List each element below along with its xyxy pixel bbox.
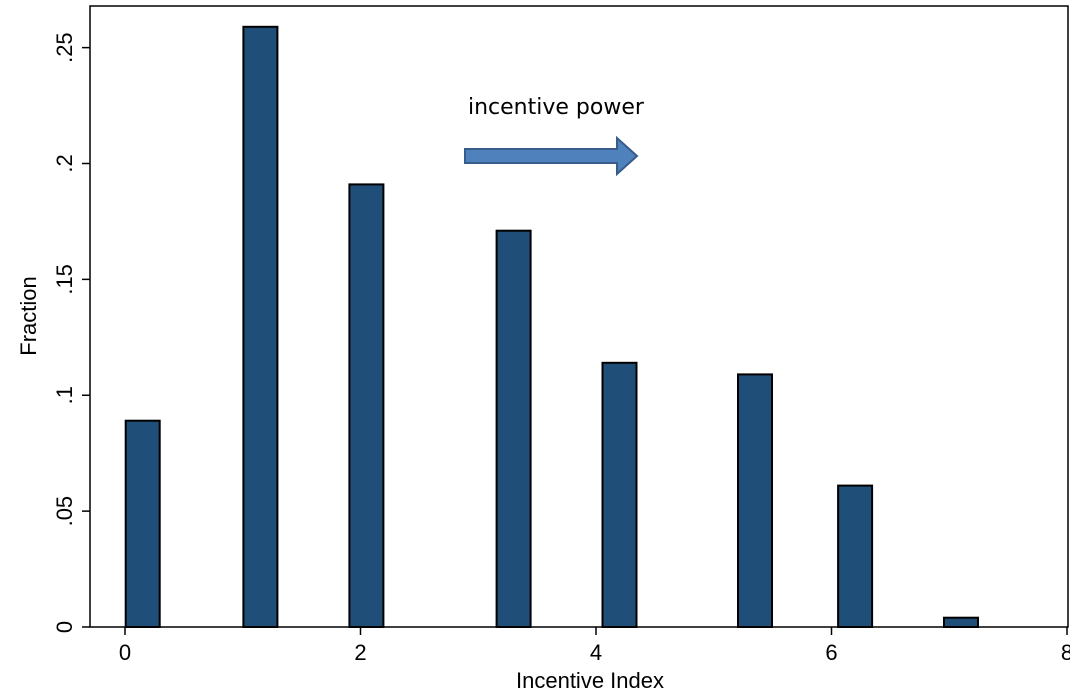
bars-group bbox=[124, 25, 979, 629]
histogram-bar bbox=[601, 361, 638, 628]
histogram-bar bbox=[495, 229, 532, 628]
x-tick-label: 2 bbox=[354, 640, 366, 665]
y-axis: 0 .05 .1 .15 .2 .25 bbox=[52, 32, 90, 633]
histogram-bar bbox=[348, 183, 385, 628]
x-tick-label: 4 bbox=[590, 640, 602, 665]
histogram-bar bbox=[943, 616, 979, 629]
x-tick-label: 0 bbox=[119, 640, 131, 665]
plot-frame bbox=[89, 5, 1069, 628]
right-arrow-icon bbox=[464, 135, 639, 177]
x-axis-title: Incentive Index bbox=[516, 668, 664, 693]
y-axis-title: Fraction bbox=[16, 276, 41, 355]
x-tick-label: 8 bbox=[1061, 640, 1070, 665]
y-tick-label: .1 bbox=[52, 386, 77, 404]
histogram-bar bbox=[737, 373, 773, 628]
y-tick-label: 0 bbox=[52, 621, 77, 633]
y-tick-label: .05 bbox=[52, 496, 77, 527]
y-tick-label: .25 bbox=[52, 32, 77, 63]
x-tick-label: 6 bbox=[825, 640, 837, 665]
x-axis: 0 2 4 6 8 bbox=[119, 627, 1070, 665]
incentive-power-annotation: incentive power bbox=[464, 95, 645, 177]
y-tick-label: .2 bbox=[52, 154, 77, 172]
annotation-label: incentive power bbox=[468, 95, 645, 120]
histogram-bar bbox=[124, 419, 161, 629]
histogram-bar bbox=[242, 25, 279, 629]
y-tick-label: .15 bbox=[52, 264, 77, 295]
histogram-bar bbox=[837, 484, 874, 628]
